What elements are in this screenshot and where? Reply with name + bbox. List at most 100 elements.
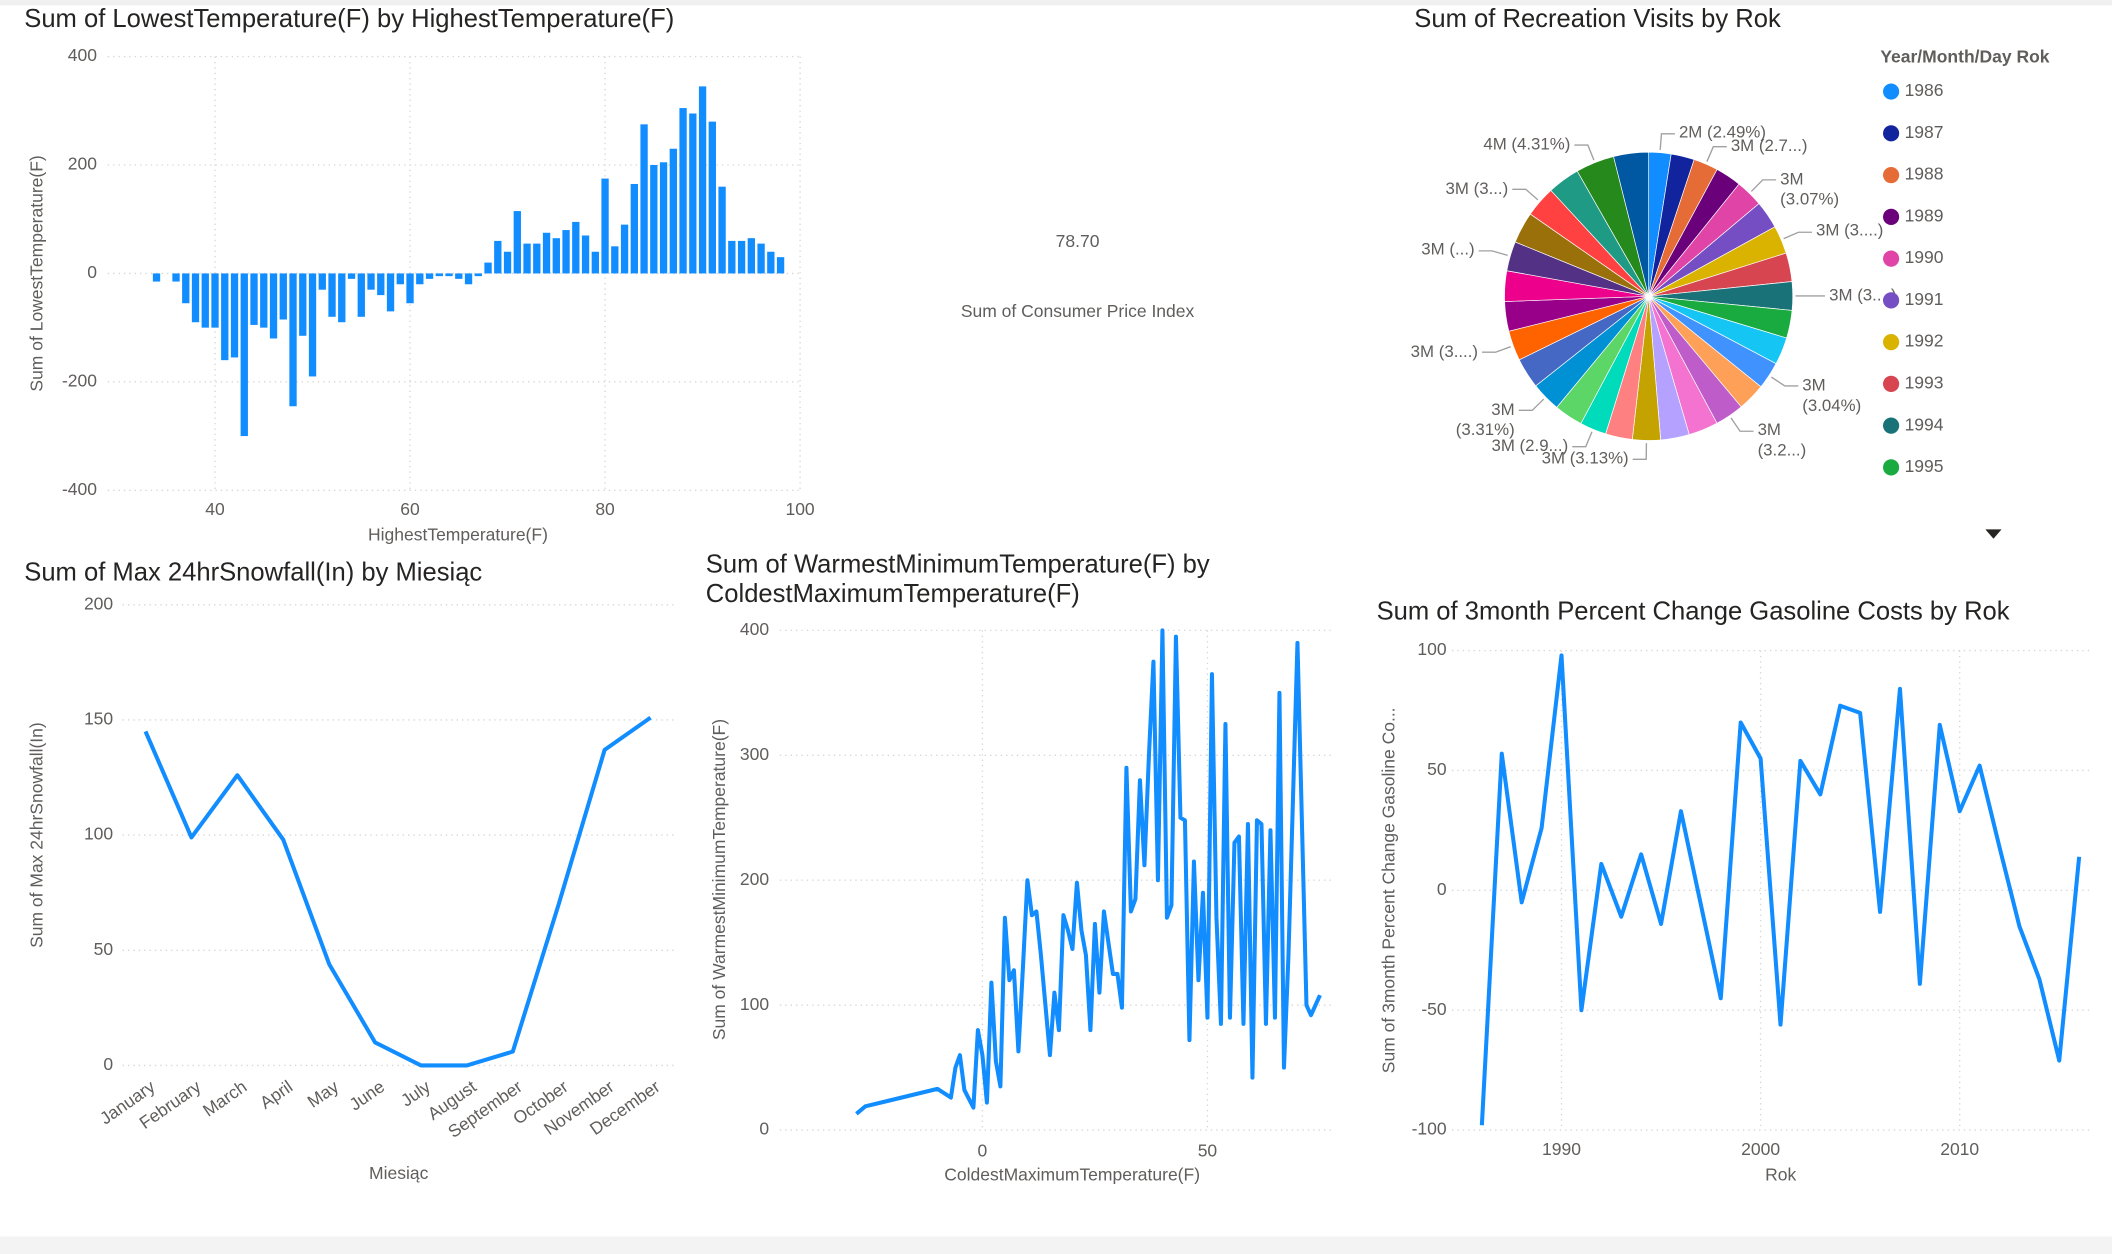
bar (503, 251, 512, 274)
y-tick-label: 100 (1417, 639, 1446, 659)
data-label-box: 3M (3.13%) (1542, 449, 1629, 468)
x-axis-title: Rok (1765, 1165, 1796, 1185)
legend-label: 1995 (1905, 456, 1944, 476)
data-label: 3M (2.7...) (1730, 135, 1808, 155)
line (143, 715, 652, 1068)
data-label: 3M (3.31%) (1455, 399, 1515, 439)
data-label: 3M (2.9...) (1491, 435, 1569, 455)
chart-title-box: Sum of WarmestMinimumTemperature(F) by C… (706, 551, 1210, 609)
leader-line (1512, 188, 1539, 201)
bar (182, 273, 190, 304)
x-tick-label: 50 (1198, 1140, 1218, 1160)
chart-title-box: Sum of Recreation Visits by Rok (1414, 5, 1781, 33)
bar (533, 243, 541, 274)
leader-line (1518, 398, 1545, 412)
bar (152, 273, 161, 282)
leader-line (1574, 144, 1595, 161)
bar (289, 273, 297, 407)
bar (757, 243, 765, 274)
bar (591, 251, 599, 274)
y-tick-label: 50 (1427, 759, 1447, 779)
data-label-box: 3M (3....) (1411, 341, 1478, 360)
bar (386, 273, 395, 312)
bottom-bar (0, 1236, 2112, 1254)
bar (230, 273, 239, 358)
y-tick-label: -200 (62, 370, 97, 390)
data-label-box: 3M (3...) (1445, 178, 1509, 198)
y-tick-label: -400 (62, 479, 97, 499)
bar (406, 273, 414, 304)
bar (338, 273, 346, 323)
bar (494, 240, 502, 274)
top-bar (0, 0, 2112, 6)
legend-marker (1883, 83, 1900, 100)
bar (689, 113, 697, 274)
bar (601, 178, 609, 274)
legend-scroll-arrow[interactable] (1985, 529, 2002, 539)
chart-title-box: Sum of LowestTemperature(F) by HighestTe… (24, 5, 674, 33)
y-tick-label: 0 (87, 262, 97, 282)
bar (269, 273, 278, 339)
data-label-box: 3M (2.9...) (1491, 435, 1569, 455)
legend-marker (1883, 292, 1900, 309)
legend-label: 1991 (1905, 289, 1944, 309)
bar (523, 243, 531, 274)
x-tick-label: 80 (595, 499, 615, 519)
data-label-box: 3M (3....) (1829, 285, 1897, 305)
leader-line (1730, 417, 1754, 432)
bar (279, 273, 287, 320)
data-label-box: 2M (2.49%) (1678, 123, 1766, 142)
y-axis-title: Sum of WarmestMinimumTemperature(F) (709, 719, 729, 1040)
data-label: 3M (...) (1421, 240, 1475, 259)
bar (572, 221, 580, 274)
bar (308, 273, 317, 377)
y-tick-label: 0 (1437, 879, 1447, 899)
y-tick-label: -50 (1421, 999, 1447, 1019)
data-label-box: 3M (3.2...) (1758, 420, 1807, 459)
legend-marker (1883, 125, 1900, 142)
legend-label: 1988 (1905, 164, 1944, 184)
bar (747, 238, 755, 274)
bar (445, 273, 453, 277)
y-tick-label: -100 (1412, 1119, 1447, 1139)
bar (318, 273, 326, 290)
chart-title-box: Sum of 3month Percent Change Gasoline Co… (1377, 598, 2010, 626)
bar (172, 273, 180, 282)
legend-marker (1883, 250, 1900, 267)
x-tick-label: 0 (978, 1140, 988, 1160)
data-label: 3M (3...) (1445, 178, 1509, 198)
chart-title: Sum of Max 24hrSnowfall(In) by Miesiąc (24, 558, 483, 588)
x-axis-title: HighestTemperature(F) (368, 525, 548, 545)
bar (640, 124, 648, 274)
data-label: 3M (3....) (1829, 285, 1897, 305)
line (1479, 653, 2082, 1126)
bar (776, 257, 785, 274)
data-label: 2M (2.49%) (1678, 123, 1766, 142)
legend-marker (1883, 167, 1900, 184)
data-label-box: 3M (3.31%) (1455, 399, 1515, 439)
legend-title: Year/Month/Day Rok (1880, 47, 2049, 67)
bar (221, 273, 229, 361)
y-tick-label: 0 (103, 1054, 113, 1074)
y-tick-label: 400 (68, 45, 97, 65)
leader-line (1632, 443, 1648, 460)
y-tick-label: 200 (84, 593, 113, 613)
data-label-box: 4M (4.31%) (1483, 134, 1571, 154)
bar (581, 235, 590, 274)
legend-label: 1990 (1905, 247, 1944, 267)
y-tick-label: 400 (740, 619, 769, 639)
bar (718, 186, 726, 274)
data-label-box: 3M (3.04%) (1802, 375, 1861, 414)
bar (435, 273, 443, 277)
bar (562, 230, 570, 274)
y-axis-title: Sum of 3month Percent Change Gasoline Co… (1379, 707, 1399, 1073)
bar (679, 108, 687, 274)
bar (767, 251, 775, 274)
legend-marker (1883, 459, 1900, 476)
data-label: 4M (4.31%) (1483, 134, 1571, 154)
y-tick-label: 150 (84, 709, 113, 729)
y-tick-label: 50 (94, 939, 114, 959)
pie-slice (1613, 151, 1649, 297)
data-label-box: 3M (...) (1421, 240, 1475, 259)
